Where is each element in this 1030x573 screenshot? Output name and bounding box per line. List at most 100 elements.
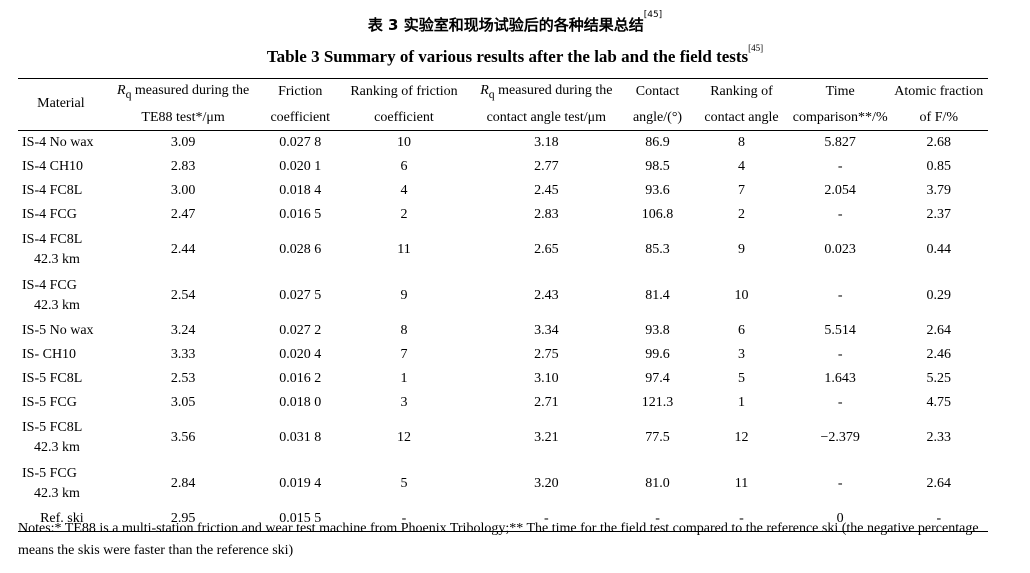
rank-friction-cell: 5 bbox=[400, 475, 408, 491]
atomic-fraction-cell: 4.75 bbox=[926, 394, 952, 410]
contact-angle-cell: 98.5 bbox=[645, 158, 670, 174]
contact-angle-cell: 93.8 bbox=[645, 322, 670, 338]
rq-contact-cell: 3.10 bbox=[534, 370, 559, 386]
material-name: IS-4 FCG bbox=[22, 277, 77, 293]
rq-contact-cell: 2.43 bbox=[534, 287, 559, 303]
header-contact-angle: Contact bbox=[622, 77, 693, 106]
rq-contact-cell: 2.77 bbox=[534, 158, 559, 174]
friction-cell: 0.020 1 bbox=[279, 158, 322, 174]
material-cell: Ref. ski bbox=[18, 507, 104, 533]
rq-te88-cell: 2.53 bbox=[170, 370, 196, 386]
rq-te88-cell: 3.05 bbox=[170, 394, 196, 410]
header-friction: Friction bbox=[262, 77, 339, 106]
material-cell: IS-5 No wax bbox=[18, 319, 104, 343]
atomic-fraction-cell: 2.64 bbox=[926, 322, 952, 338]
friction-cell: 0.020 4 bbox=[279, 346, 322, 362]
friction-cell: 0.016 2 bbox=[279, 370, 322, 386]
material-name: Ref. ski bbox=[40, 510, 84, 526]
rank-contact-cell: 4 bbox=[738, 158, 745, 174]
contact-angle-cell: 81.0 bbox=[645, 475, 670, 491]
rank-contact-cell: 12 bbox=[734, 429, 749, 445]
rq-contact-cell: 2.65 bbox=[534, 241, 559, 257]
atomic-fraction-cell: 2.37 bbox=[926, 206, 952, 222]
material-distance: 42.3 km bbox=[34, 252, 80, 268]
rq-contact-cell: 3.20 bbox=[534, 475, 559, 491]
table-row: IS-5 FCG 42.3 km 2.84 0.019 4 5 3.20 81.0 11 - 2.… bbox=[18, 461, 988, 507]
rank-friction-cell: 8 bbox=[400, 322, 408, 338]
time-comparison-cell: −2.379 bbox=[820, 429, 860, 445]
time-comparison-cell: 2.054 bbox=[824, 182, 856, 198]
material-cell: IS-5 FCG bbox=[18, 391, 104, 415]
time-comparison-cell: 5.827 bbox=[824, 134, 856, 150]
time-comparison-cell: 5.514 bbox=[824, 322, 856, 338]
rq-contact-cell: 2.71 bbox=[534, 394, 559, 410]
rank-friction-cell: 10 bbox=[396, 134, 411, 150]
material-cell: IS-5 FC8L 42.3 km bbox=[18, 415, 104, 461]
material-cell: IS-4 FCG bbox=[18, 203, 104, 227]
friction-cell: 0.018 0 bbox=[279, 394, 322, 410]
friction-cell: 0.031 8 bbox=[279, 429, 322, 445]
atomic-fraction-cell: 2.33 bbox=[926, 429, 952, 445]
table-row: IS-4 FCG 42.3 km 2.54 0.027 5 9 2.43 81.4 10 - 0.… bbox=[18, 273, 988, 319]
material-name: IS-4 CH10 bbox=[22, 158, 84, 174]
title-en-reference[interactable]: [45] bbox=[748, 43, 764, 53]
header-rq-contact-unit: contact angle test/μm bbox=[469, 105, 623, 132]
header-contact-angle-unit: angle/(°) bbox=[622, 105, 693, 132]
rank-contact-cell: 6 bbox=[738, 322, 745, 338]
material-name: IS-5 FC8L bbox=[22, 370, 83, 386]
rank-friction-cell: 6 bbox=[400, 158, 408, 174]
table-row: IS-5 FC8L 42.3 km 3.56 0.031 8 12 3.21 77.5 12 −… bbox=[18, 415, 988, 461]
rank-friction-cell: 11 bbox=[397, 241, 411, 257]
header-rank-friction: Ranking of friction bbox=[338, 77, 470, 106]
time-comparison-cell: - bbox=[837, 206, 843, 222]
table-row: IS-5 FCG 3.05 0.018 0 3 2.71 121.3 1 - 4.75 bbox=[18, 391, 988, 415]
rank-friction-cell: 2 bbox=[400, 206, 408, 222]
rq-te88-cell: 2.84 bbox=[170, 475, 196, 491]
rq-te88-cell: 3.33 bbox=[170, 346, 196, 362]
table-row: IS-4 CH10 2.83 0.020 1 6 2.77 98.5 4 - 0.85 bbox=[18, 155, 988, 179]
friction-cell: 0.019 4 bbox=[279, 475, 322, 491]
contact-angle-cell: 99.6 bbox=[645, 346, 670, 362]
rq-contact-cell: 3.34 bbox=[534, 322, 559, 338]
table-title-chinese: 表 3 实验室和现场试验后的各种结果总结[45] bbox=[367, 10, 663, 34]
rq-contact-cell: 2.45 bbox=[534, 182, 559, 198]
rq-te88-cell: 3.00 bbox=[170, 182, 196, 198]
material-name: IS-5 FC8L bbox=[22, 419, 83, 435]
contact-angle-cell: 106.8 bbox=[641, 206, 674, 222]
atomic-fraction-cell: 0.29 bbox=[926, 287, 952, 303]
material-name: IS-4 FC8L bbox=[22, 182, 83, 198]
rq-te88-cell: 3.24 bbox=[170, 322, 196, 338]
header-atomic: Atomic fraction bbox=[889, 77, 988, 106]
rank-contact-cell: 2 bbox=[738, 206, 745, 222]
header-rq-te88: Rq measured during the bbox=[103, 77, 263, 106]
friction-cell: 0.027 5 bbox=[279, 287, 322, 303]
table-row: IS-4 FC8L 3.00 0.018 4 4 2.45 93.6 7 2.054 3.79 bbox=[18, 179, 988, 203]
results-table: Material Rq measured during the Friction… bbox=[18, 77, 988, 533]
time-comparison-cell: 0.023 bbox=[824, 241, 856, 257]
table-title-english: Table 3 Summary of various results after… bbox=[266, 43, 764, 66]
time-comparison-cell: - bbox=[837, 394, 843, 410]
atomic-fraction-cell: - bbox=[889, 507, 988, 533]
header-rq-contact: Rq measured during the bbox=[469, 77, 623, 106]
table-header: Material Rq measured during the Friction… bbox=[18, 77, 988, 132]
rank-contact-cell: 11 bbox=[734, 475, 749, 491]
header-material: Material bbox=[18, 77, 104, 132]
header-atomic-unit: of F/% bbox=[889, 105, 988, 132]
table-row: IS- CH10 3.33 0.020 4 7 2.75 99.6 3 - 2.46 bbox=[18, 343, 988, 367]
contact-angle-cell: 81.4 bbox=[645, 287, 670, 303]
friction-cell: 0.027 8 bbox=[279, 134, 322, 150]
time-comparison-cell: - bbox=[837, 287, 843, 303]
rq-contact-cell: 3.21 bbox=[534, 429, 559, 445]
material-name: IS- CH10 bbox=[22, 346, 77, 362]
material-name: IS-4 FCG bbox=[22, 206, 77, 222]
rank-friction-cell: - bbox=[338, 507, 470, 533]
material-cell: IS-5 FCG 42.3 km bbox=[18, 461, 104, 507]
atomic-fraction-cell: 0.44 bbox=[926, 241, 952, 257]
material-cell: IS-4 FC8L bbox=[18, 179, 104, 203]
rq-te88-cell: 2.44 bbox=[170, 241, 196, 257]
material-cell: IS-4 CH10 bbox=[18, 155, 104, 179]
time-comparison-cell: - bbox=[837, 158, 843, 174]
title-cn-reference[interactable]: [45] bbox=[643, 10, 663, 20]
material-cell: IS-4 FCG 42.3 km bbox=[18, 273, 104, 319]
material-name: IS-4 FC8L bbox=[22, 231, 83, 247]
